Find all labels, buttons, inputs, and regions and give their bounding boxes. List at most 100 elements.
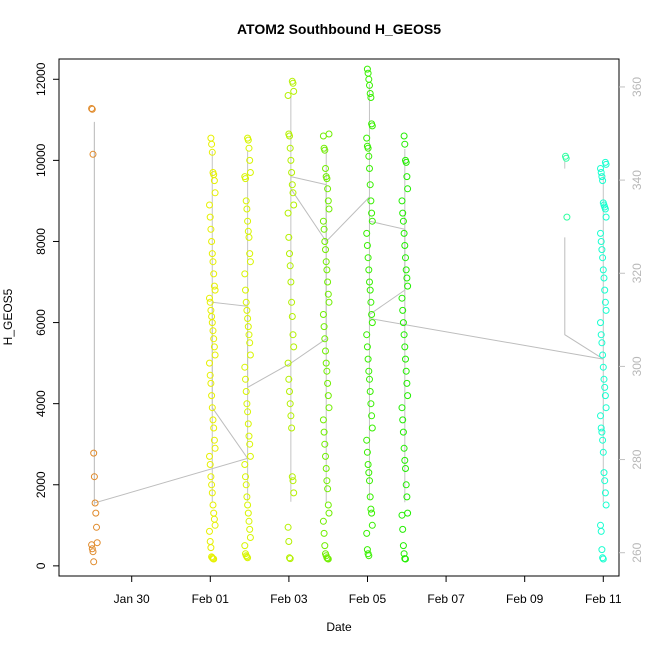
- data-point: [242, 175, 249, 183]
- data-point: [367, 94, 375, 101]
- y-tick-label: 6000: [34, 309, 48, 336]
- data-point: [324, 485, 332, 493]
- data-point: [601, 392, 609, 400]
- y-tick-label: 12000: [34, 62, 48, 96]
- data-point: [241, 270, 249, 278]
- data-point: [599, 555, 607, 563]
- data-point: [597, 521, 604, 529]
- data-point: [324, 501, 332, 509]
- y2-tick-label: 340: [630, 170, 644, 190]
- data-point: [322, 465, 330, 472]
- x-tick-label: Jan 30: [114, 592, 150, 606]
- y2-tick-label: 300: [630, 356, 644, 376]
- data-point: [599, 436, 607, 444]
- data-point: [208, 140, 216, 148]
- data-points: [88, 65, 610, 566]
- data-point: [324, 379, 332, 387]
- data-point: [207, 225, 215, 233]
- data-point: [364, 461, 372, 468]
- data-point: [399, 217, 407, 225]
- data-point: [209, 501, 217, 509]
- data-point: [210, 177, 218, 185]
- data-point: [246, 169, 254, 176]
- data-point: [284, 209, 292, 217]
- data-point: [599, 266, 607, 274]
- data-point: [286, 388, 293, 395]
- data-point: [323, 477, 331, 485]
- data-point: [399, 542, 407, 550]
- data-point: [366, 493, 374, 501]
- data-point: [323, 554, 331, 562]
- data-point: [368, 311, 376, 318]
- data-point: [244, 315, 252, 322]
- data-point: [246, 452, 254, 460]
- data-point: [323, 266, 331, 274]
- data-point: [91, 499, 99, 507]
- data-point: [284, 92, 292, 99]
- data-point: [600, 469, 608, 477]
- data-point: [363, 242, 371, 249]
- data-point: [325, 298, 333, 306]
- data-point: [321, 335, 329, 343]
- x-tick-label: Feb 05: [349, 592, 387, 606]
- data-point: [400, 132, 408, 140]
- data-point: [210, 515, 218, 523]
- data-point: [324, 555, 332, 563]
- data-point: [325, 404, 333, 412]
- data-point: [602, 501, 610, 509]
- y-tick-label: 10000: [34, 143, 48, 177]
- data-point: [368, 412, 376, 420]
- data-point: [402, 555, 409, 563]
- data-point: [241, 363, 249, 371]
- data-point: [403, 493, 411, 501]
- data-point: [363, 134, 371, 142]
- data-point: [325, 205, 333, 213]
- data-point: [206, 201, 213, 209]
- data-point: [365, 469, 373, 477]
- chart-title: ATOM2 Southbound H_GEOS5: [237, 21, 441, 37]
- data-point: [90, 558, 98, 566]
- data-point: [602, 306, 610, 314]
- data-point: [368, 424, 376, 432]
- data-point: [563, 213, 571, 221]
- data-point: [288, 313, 296, 320]
- data-point: [210, 343, 218, 351]
- data-point: [366, 278, 373, 286]
- data-point: [325, 130, 333, 138]
- y-axis: 0 2000 4000 6000 8000 10000 12000: [34, 62, 59, 569]
- data-point: [365, 552, 373, 560]
- x-tick-label: Feb 09: [506, 592, 544, 606]
- data-point: [208, 238, 216, 245]
- data-point: [404, 185, 412, 193]
- y-axis-label: H_GEOS5: [1, 288, 15, 345]
- data-point: [402, 465, 409, 472]
- data-point: [367, 400, 375, 408]
- data-point: [246, 258, 254, 266]
- data-point: [366, 181, 374, 189]
- data-point: [401, 242, 409, 249]
- data-point: [601, 489, 609, 497]
- data-point: [597, 238, 605, 245]
- data-point: [598, 173, 606, 181]
- y2-tick-label: 260: [630, 542, 644, 562]
- data-point: [597, 165, 604, 172]
- data-point: [241, 461, 249, 468]
- data-point: [368, 209, 376, 217]
- data-point: [323, 367, 331, 375]
- data-point: [597, 319, 604, 327]
- data-point: [286, 555, 294, 563]
- data-point: [287, 156, 295, 164]
- data-point: [286, 262, 294, 270]
- data-point: [363, 229, 371, 237]
- data-point: [286, 250, 293, 258]
- data-point: [399, 306, 407, 314]
- data-point: [366, 477, 373, 485]
- data-point: [368, 319, 376, 327]
- data-point: [88, 105, 96, 112]
- data-point: [363, 529, 371, 537]
- data-point: [319, 517, 327, 525]
- data-point: [209, 258, 217, 266]
- data-point: [322, 359, 330, 367]
- data-point: [206, 538, 214, 545]
- data-point: [206, 452, 213, 460]
